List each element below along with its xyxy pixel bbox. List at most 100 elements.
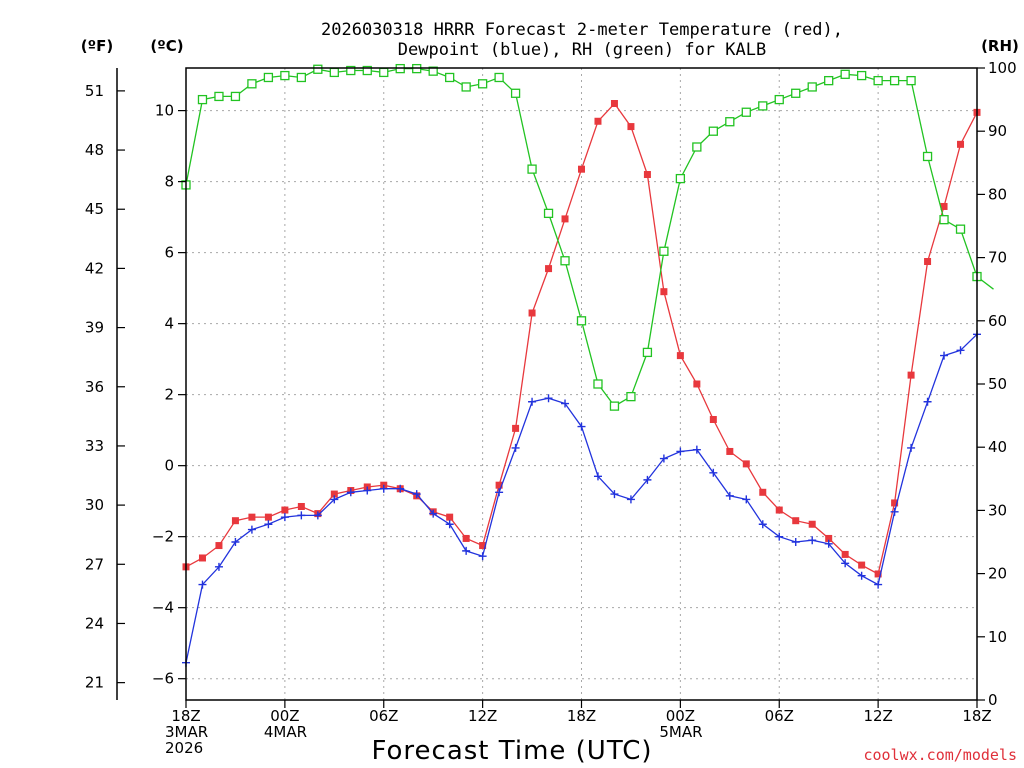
dewpoint-point — [561, 399, 570, 408]
temperature-point — [660, 288, 668, 296]
rh-point — [873, 75, 883, 86]
dewpoint-point — [544, 394, 553, 403]
rh-point — [313, 64, 323, 74]
temperature-point — [643, 171, 651, 179]
celsius-tick-label: 0 — [164, 457, 174, 475]
dewpoint-point — [363, 486, 372, 495]
rh-point — [692, 142, 702, 152]
x-tick-label: 4MAR — [264, 723, 307, 741]
rh-point — [543, 208, 554, 219]
rh-point — [922, 151, 933, 162]
x-tick-label: 00Z — [270, 707, 299, 725]
x-tick-label: 06Z — [765, 707, 794, 725]
dewpoint-point — [940, 351, 949, 360]
dewpoint-line — [185, 333, 978, 663]
rh-point — [428, 66, 438, 76]
celsius-tick-label: 4 — [164, 315, 174, 333]
dewpoint-series — [182, 330, 981, 667]
temperature-point — [231, 517, 239, 525]
dewpoint-point — [643, 475, 652, 484]
dewpoint-point — [396, 484, 405, 493]
temperature-point — [676, 352, 684, 360]
rh-tick-label: 0 — [988, 691, 998, 709]
rh-tick-label: 90 — [988, 122, 1007, 140]
x-tick-label: 18Z — [962, 707, 991, 725]
rh-point — [263, 72, 274, 83]
dewpoint-point — [725, 491, 734, 500]
temperature-point — [693, 380, 701, 388]
rh-point — [642, 347, 653, 358]
rh-point — [725, 117, 735, 127]
temperature-point — [281, 506, 289, 514]
dewpoint-point — [462, 546, 471, 555]
dewpoint-point — [313, 511, 322, 520]
temperature-point — [330, 490, 338, 498]
dewpoint-point — [264, 520, 273, 529]
dewpoint-point — [742, 495, 751, 504]
rh-point — [494, 72, 504, 83]
rh-point — [708, 126, 718, 136]
rh-point — [939, 215, 949, 225]
rh-point — [560, 256, 570, 266]
dewpoint-point — [379, 484, 388, 493]
celsius-tick-label: 10 — [155, 102, 174, 120]
rh-point — [197, 94, 208, 105]
dewpoint-point — [709, 468, 718, 477]
rh-point — [824, 75, 834, 86]
temperature-point — [594, 117, 602, 125]
celsius-tick-label: −2 — [152, 528, 174, 546]
temperature-point — [759, 488, 767, 496]
rh-point — [807, 82, 817, 92]
dewpoint-point — [445, 520, 454, 529]
dewpoint-point — [956, 346, 965, 355]
temperature-point — [924, 258, 932, 266]
temperature-point — [248, 513, 256, 521]
rh-point — [856, 70, 867, 81]
celsius-tick-label: −6 — [152, 670, 174, 688]
rh-tick-label: 70 — [988, 249, 1007, 267]
dewpoint-point — [692, 445, 701, 454]
rh-point — [626, 391, 636, 402]
rh-point — [774, 94, 784, 105]
dewpoint-point — [214, 562, 223, 571]
x-tick-label: 12Z — [468, 707, 497, 725]
rh-point — [445, 72, 455, 83]
temperature-point — [297, 502, 305, 510]
dewpoint-point — [758, 520, 767, 529]
dewpoint-point — [791, 538, 800, 546]
rh-point — [329, 67, 339, 78]
x-tick-label: 5MAR — [659, 723, 702, 741]
axes: 2124273033363942454851−6−4−2024681001020… — [85, 59, 1017, 757]
dewpoint-point — [280, 513, 289, 522]
x-tick-label: 06Z — [369, 707, 398, 725]
celsius-tick-label: 8 — [164, 173, 174, 191]
rh-point — [230, 91, 241, 102]
temperature-point — [198, 554, 206, 562]
plot-frame — [185, 67, 978, 701]
fahrenheit-tick-label: 21 — [85, 674, 104, 692]
dewpoint-point — [841, 559, 850, 568]
dewpoint-point — [775, 532, 784, 541]
rh-point — [280, 70, 290, 81]
temperature-point — [512, 424, 520, 432]
rh-point — [214, 91, 224, 102]
rh-point — [906, 75, 916, 86]
unit-label-fahrenheit: (ºF) — [81, 37, 113, 55]
x-tick-label: 18Z — [567, 707, 596, 725]
fahrenheit-tick-label: 42 — [85, 259, 104, 277]
unit-label-rh: (RH) — [981, 37, 1019, 55]
rh-point — [609, 401, 620, 411]
rh-point — [346, 65, 356, 76]
temperature-point — [462, 534, 470, 542]
temperature-point — [578, 165, 585, 173]
rh-tick-label: 60 — [988, 312, 1007, 330]
rh-tick-label: 20 — [988, 565, 1007, 583]
x-tick-label: 18Z — [171, 707, 200, 725]
rh-point — [889, 75, 900, 86]
rh-series — [181, 63, 994, 411]
temperature-point — [726, 447, 734, 455]
gridlines — [186, 68, 977, 700]
temperature-point — [891, 499, 899, 507]
fahrenheit-tick-label: 45 — [85, 200, 104, 218]
